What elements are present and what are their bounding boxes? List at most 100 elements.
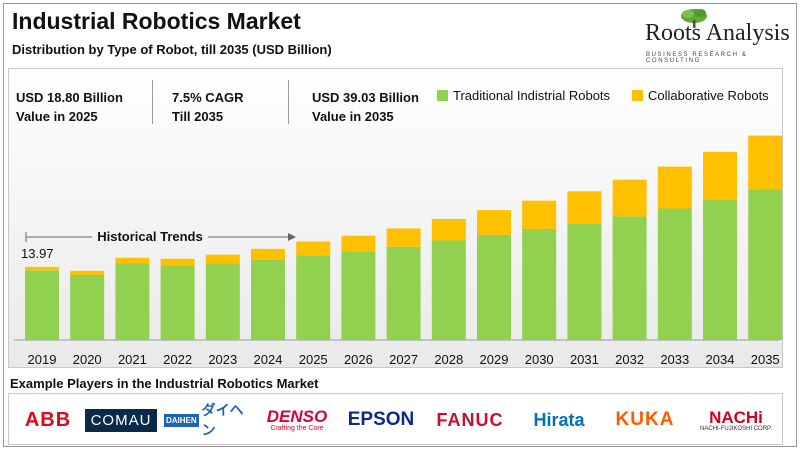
x-tick-label-2026: 2026 xyxy=(344,352,373,367)
data-label-2019: 13.97 xyxy=(21,246,54,261)
logo-subtext: ダイヘン xyxy=(201,402,244,438)
x-tick-label-2027: 2027 xyxy=(389,352,418,367)
bar-traditional-2031 xyxy=(567,223,602,340)
logo-text: DENSO xyxy=(266,407,328,426)
logo-text: COMAU xyxy=(84,408,158,432)
bar-collaborative-2028 xyxy=(431,219,466,241)
stat-line: USD 39.03 Billion xyxy=(312,90,419,105)
legend-item-traditional: Traditional Indistrial Robots xyxy=(437,88,610,103)
bar-traditional-2021 xyxy=(115,263,150,340)
stat-line: USD 18.80 Billion xyxy=(16,90,123,105)
bar-traditional-2023 xyxy=(205,263,240,340)
x-tick-label-2032: 2032 xyxy=(615,352,644,367)
x-tick-label-2029: 2029 xyxy=(480,352,509,367)
bar-traditional-2025 xyxy=(296,255,331,340)
bar-traditional-2019 xyxy=(25,270,59,340)
bar-collaborative-2022 xyxy=(160,258,195,266)
logo-name: Roots Analysis xyxy=(645,20,790,46)
annotation-arrowhead xyxy=(288,233,296,241)
page-title: Industrial Robotics Market xyxy=(12,8,301,34)
legend-label: Collaborative Robots xyxy=(648,88,769,103)
bar-collaborative-2033 xyxy=(657,166,692,209)
logo-subtext: NACHI-FUJIKOSHI CORP. xyxy=(700,425,772,432)
x-tick-label-2031: 2031 xyxy=(570,352,599,367)
logo-text: KUKA xyxy=(615,409,675,430)
logo-epson: EPSON xyxy=(341,394,421,446)
bar-traditional-2029 xyxy=(477,234,511,340)
x-tick-label-2020: 2020 xyxy=(73,352,102,367)
stat-line: Value in 2035 xyxy=(312,109,394,124)
players-strip: ABB COMAU DAIHEN ダイヘン DENSO Crafting the… xyxy=(8,393,783,445)
header: Industrial Robotics Market Distribution … xyxy=(0,0,800,66)
logo-text: Hirata xyxy=(533,409,585,430)
bar-traditional-2022 xyxy=(160,265,195,340)
bar-traditional-2027 xyxy=(386,246,421,340)
bar-collaborative-2023 xyxy=(205,254,240,264)
logo-daihen: DAIHEN ダイヘン xyxy=(164,394,252,446)
logo-comau: COMAU xyxy=(81,394,161,446)
bar-collaborative-2031 xyxy=(567,191,602,224)
divider xyxy=(288,80,289,124)
x-tick-label-2021: 2021 xyxy=(118,352,147,367)
x-tick-label-2023: 2023 xyxy=(208,352,237,367)
bar-traditional-2026 xyxy=(341,251,376,340)
outer-frame xyxy=(3,3,797,447)
x-tick-label-2028: 2028 xyxy=(434,352,463,367)
x-tick-label-2033: 2033 xyxy=(660,352,689,367)
bar-traditional-2020 xyxy=(70,275,105,340)
stat-line: Till 2035 xyxy=(172,109,224,124)
stat-value-2035: USD 39.03 Billion Value in 2035 xyxy=(312,88,419,126)
bar-traditional-2030 xyxy=(522,228,557,340)
logo-text: NACHi xyxy=(709,407,763,427)
x-tick-label-2030: 2030 xyxy=(525,352,554,367)
x-tick-label-2034: 2034 xyxy=(706,352,735,367)
logo-denso: DENSO Crafting the Core xyxy=(257,394,337,446)
bar-collaborative-2035 xyxy=(748,135,783,190)
bar-collaborative-2032 xyxy=(612,179,647,217)
bar-collaborative-2024 xyxy=(251,248,285,260)
x-tick-label-2025: 2025 xyxy=(299,352,328,367)
bar-collaborative-2021 xyxy=(115,257,150,264)
bar-collaborative-2019 xyxy=(25,266,59,271)
logo-nachi: NACHi NACHI-FUJIKOSHI CORP. xyxy=(693,394,779,446)
logo-kuka: KUKA xyxy=(605,394,685,446)
bar-collaborative-2025 xyxy=(296,241,331,256)
stat-cagr: 7.5% CAGR Till 2035 xyxy=(172,88,244,126)
stat-line: Value in 2025 xyxy=(16,109,98,124)
bar-collaborative-2020 xyxy=(70,270,105,276)
bar-traditional-2032 xyxy=(612,216,647,340)
bar-collaborative-2030 xyxy=(522,200,557,229)
stat-value-2025: USD 18.80 Billion Value in 2025 xyxy=(16,88,123,126)
bar-collaborative-2027 xyxy=(386,228,421,247)
page-subtitle: Distribution by Type of Robot, till 2035… xyxy=(12,42,332,57)
logo-text: FANUC xyxy=(436,409,504,430)
logo-hirata: Hirata xyxy=(519,394,599,446)
x-tick-label-2019: 2019 xyxy=(28,352,57,367)
x-tick-label-2022: 2022 xyxy=(163,352,192,367)
bar-traditional-2033 xyxy=(657,208,692,340)
logo-subtext: Crafting the Core xyxy=(270,425,324,432)
annotation-historical-trends: Historical Trends xyxy=(97,229,202,244)
legend-item-collaborative: Collaborative Robots xyxy=(632,88,769,103)
logo-fanuc: FANUC xyxy=(427,394,513,446)
logo-tagline: BUSINESS RESEARCH & CONSULTING xyxy=(646,52,748,64)
bar-collaborative-2034 xyxy=(703,151,737,200)
x-tick-label-2024: 2024 xyxy=(254,352,283,367)
tree-icon xyxy=(681,9,707,28)
legend-swatch xyxy=(437,90,448,101)
bar-traditional-2024 xyxy=(251,259,285,340)
bar-collaborative-2026 xyxy=(341,235,376,252)
logo-abb: ABB xyxy=(17,394,79,446)
stat-line: 7.5% CAGR xyxy=(172,90,244,105)
logo-text: ABB xyxy=(24,408,72,431)
players-title: Example Players in the Industrial Roboti… xyxy=(10,376,319,391)
legend-swatch xyxy=(632,90,643,101)
logo-text: EPSON xyxy=(347,409,415,430)
bar-traditional-2034 xyxy=(703,199,737,340)
bar-collaborative-2029 xyxy=(477,210,511,235)
bar-traditional-2035 xyxy=(748,189,783,340)
bar-traditional-2028 xyxy=(431,240,466,340)
logo-text: DAIHEN xyxy=(164,413,199,427)
x-tick-label-2035: 2035 xyxy=(751,352,780,367)
